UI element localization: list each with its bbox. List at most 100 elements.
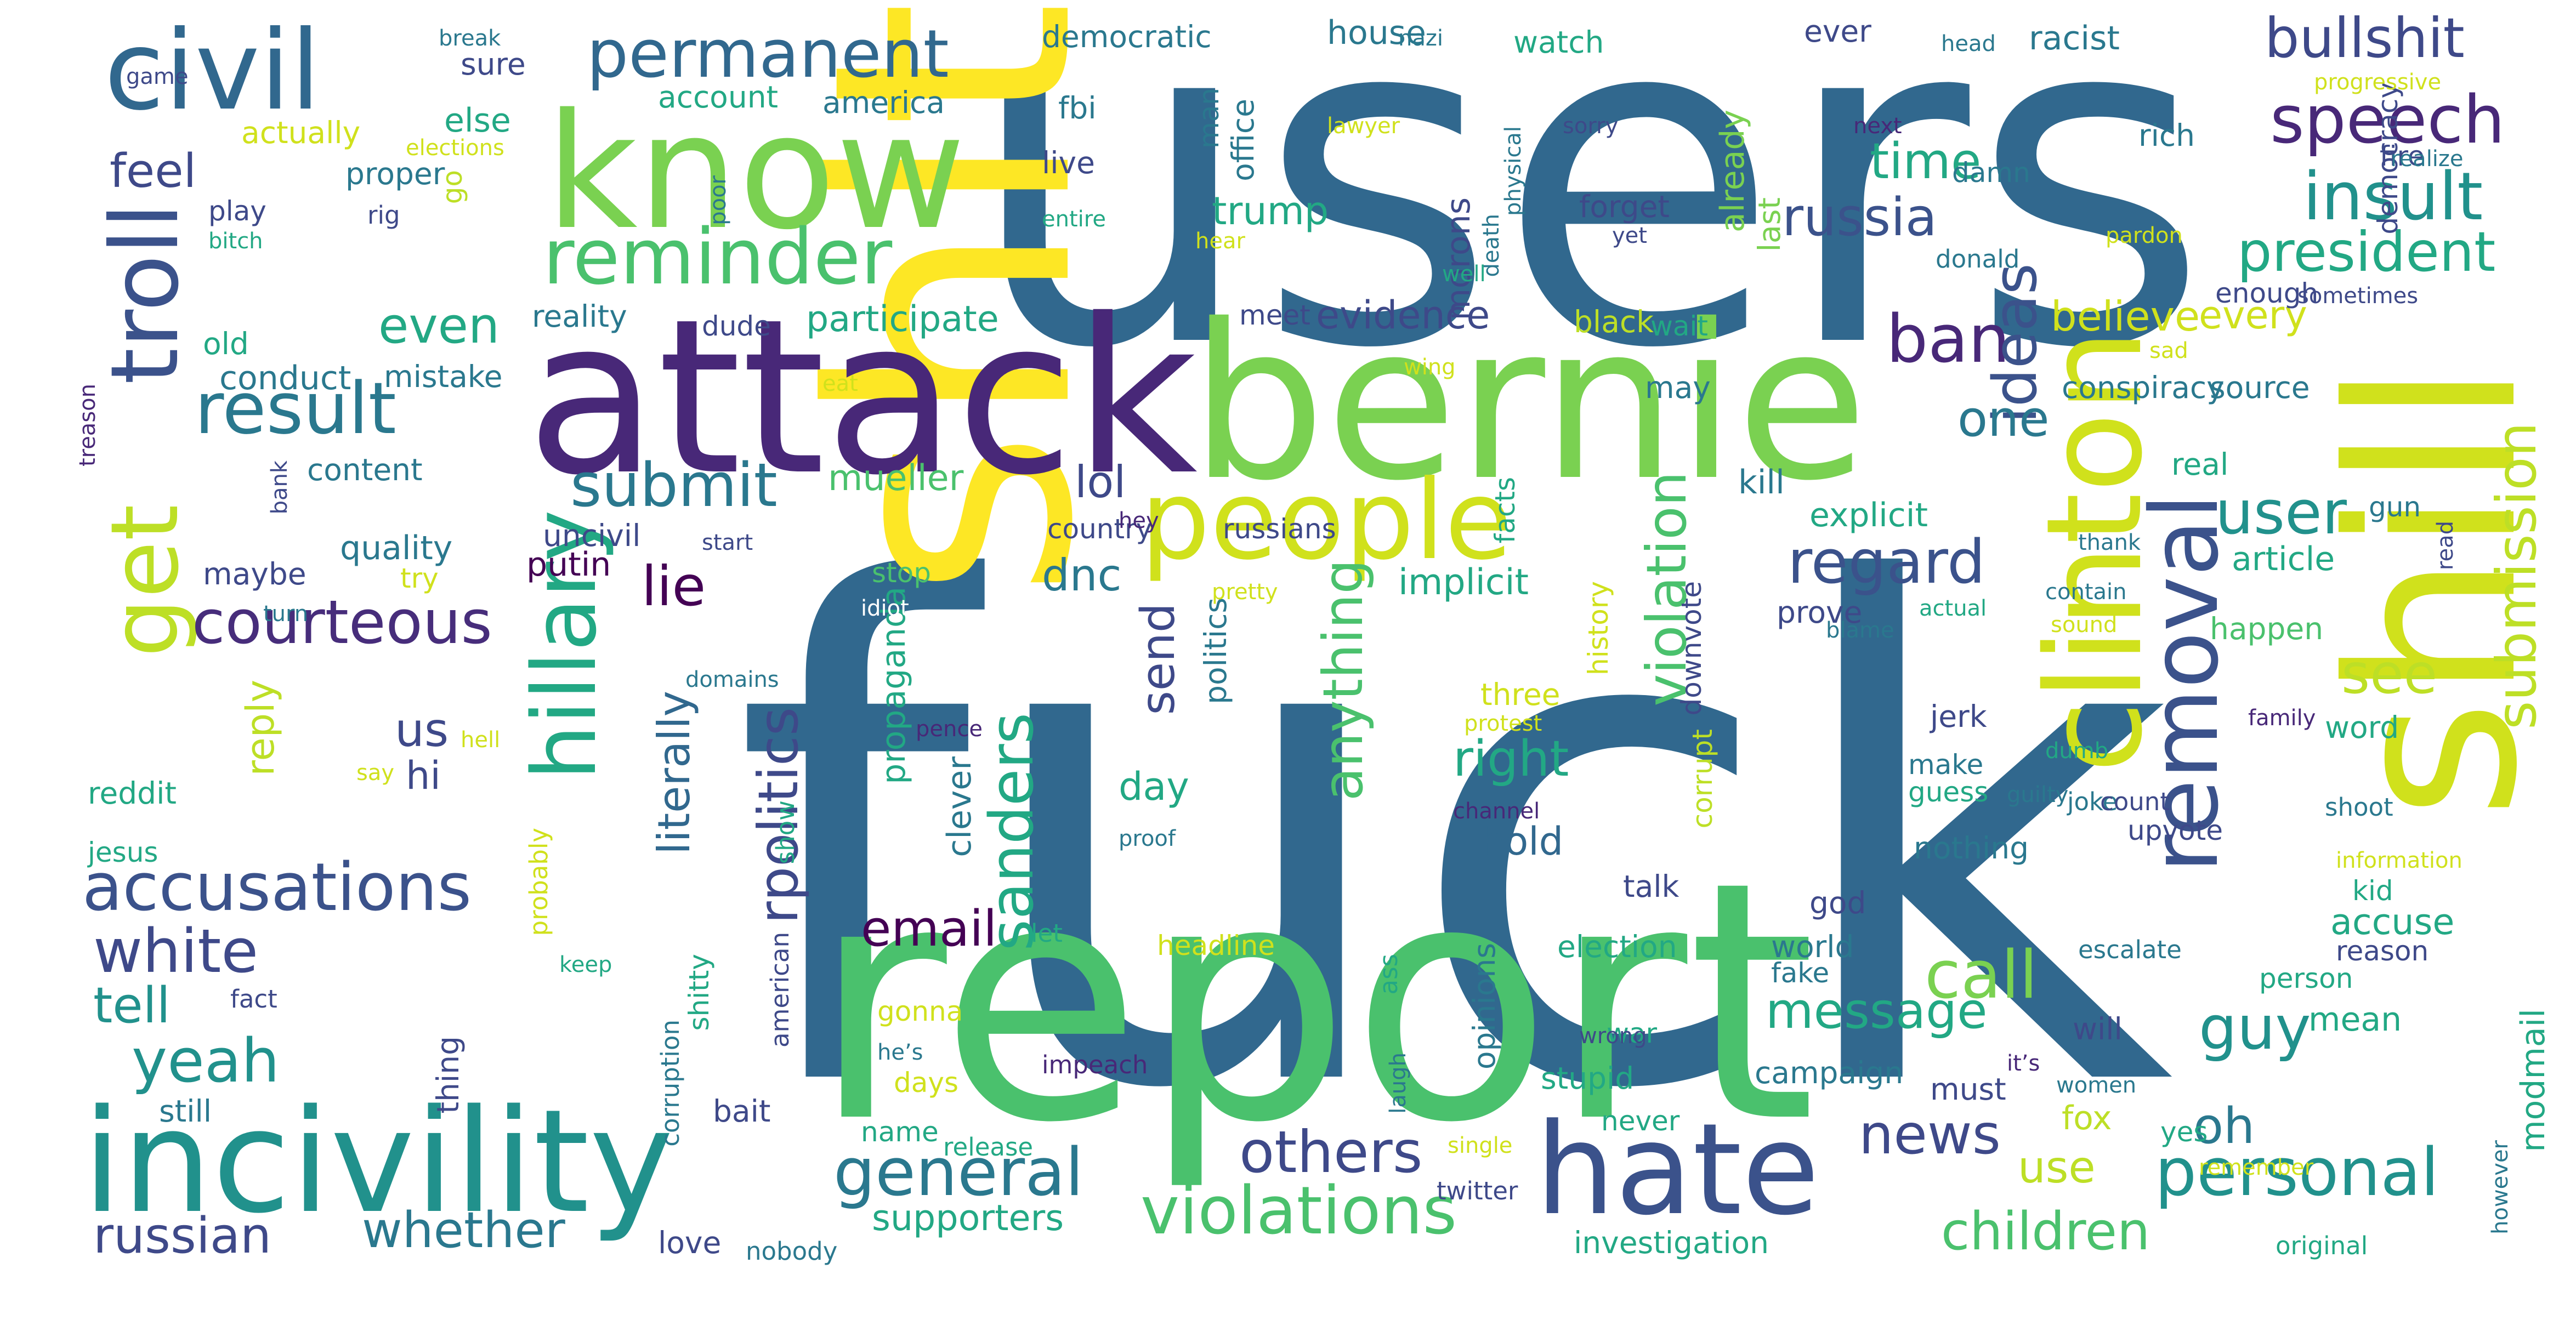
word: corrupt [1687,729,1718,829]
word: escalate [2078,935,2182,964]
word: ban [1886,301,2010,378]
word: fox [2062,1099,2112,1137]
word: nothing [1914,830,2029,866]
word: russians [1223,513,1336,545]
word: gun [2369,491,2421,523]
word: attack [526,273,1198,522]
word: word [2325,710,2399,745]
word: house [1327,14,1426,52]
word: call [1925,937,2038,1014]
word: may [1645,370,1711,405]
word: domains [685,667,779,692]
word: bernie [1190,278,1868,527]
word: content [307,452,423,487]
word: it’s [2007,1051,2040,1076]
word: us [395,703,449,758]
word: american [765,932,795,1048]
word: facts [1489,477,1521,544]
word: investigation [1574,1225,1769,1260]
word: try [400,562,439,594]
word: rich [2138,118,2195,153]
word: dude [702,310,771,342]
word: forget [1579,189,1670,224]
word: say [356,760,395,786]
word: troll [91,203,200,385]
word: bait [713,1094,771,1129]
word: remember [2199,1155,2314,1180]
word: president [2237,220,2496,284]
word: kill [1738,463,1785,502]
word: america [822,85,945,120]
word: personal [2155,1135,2439,1211]
word: start [702,530,753,555]
word: reminder [543,213,893,302]
word: thing [430,1036,466,1114]
word: accusations [82,850,472,926]
word: participate [806,299,999,340]
word: democratic [1042,19,1212,54]
word: fbi [1058,90,1097,126]
word: conspiracy [2062,370,2225,405]
word: proper [345,156,445,191]
word: make [1908,749,1984,781]
word: lol [1075,457,1126,508]
word: jesus [88,837,158,868]
word: reality [532,299,627,334]
word: happen [2210,611,2324,646]
word: literally [649,691,700,855]
word: use [2018,1142,2096,1193]
word: world [1771,929,1854,964]
word: headline [1157,930,1275,961]
word: gonna [877,995,963,1027]
word: information [2336,848,2462,873]
word: watch [1513,25,1604,60]
word: guy [2199,993,2311,1063]
word: stupid [1541,1061,1635,1096]
word: campaign [1755,1055,1904,1090]
word: right [1453,730,1569,788]
word: donald [1936,244,2020,274]
word: anything [1311,559,1375,801]
word: downvote [1676,581,1707,716]
word: ever [1804,14,1871,49]
word: however [2488,1140,2513,1234]
word: keep [559,952,612,977]
word: hey [1119,508,1159,533]
word: entire [1042,207,1106,232]
word: sometimes [2297,283,2419,309]
word: twitter [1437,1176,1518,1205]
word: user [2215,477,2347,548]
word: yet [1612,223,1647,248]
word: ass [1374,954,1403,995]
word: poor [706,175,731,225]
word: history [1582,581,1614,675]
word: proof [1119,826,1176,851]
word: corruption [656,1020,685,1147]
word: name [861,1116,939,1148]
word: morons [1439,197,1478,321]
word: already [1713,110,1752,233]
word: nobody [746,1237,838,1266]
word: last [1752,197,1787,252]
word: trump [1212,189,1329,234]
word: man [1193,88,1225,149]
word: hell [461,727,501,753]
word: explicit [1809,496,1928,534]
word: election [1557,929,1677,964]
word: hate [1535,1097,1820,1243]
word: enough [2215,277,2319,309]
word: fuck [731,444,2174,1238]
word: love [658,1225,722,1260]
word: russian [93,1207,272,1265]
word: god [1809,885,1866,920]
word: politics [1198,598,1233,704]
word: rig [367,201,400,230]
word: family [2248,705,2316,731]
word: racist [2029,19,2120,58]
word: mistake [384,359,503,394]
word: break [439,26,501,51]
word: will [2073,1011,2123,1046]
word: wrong [1579,1023,1647,1049]
word: maybe [203,556,307,591]
